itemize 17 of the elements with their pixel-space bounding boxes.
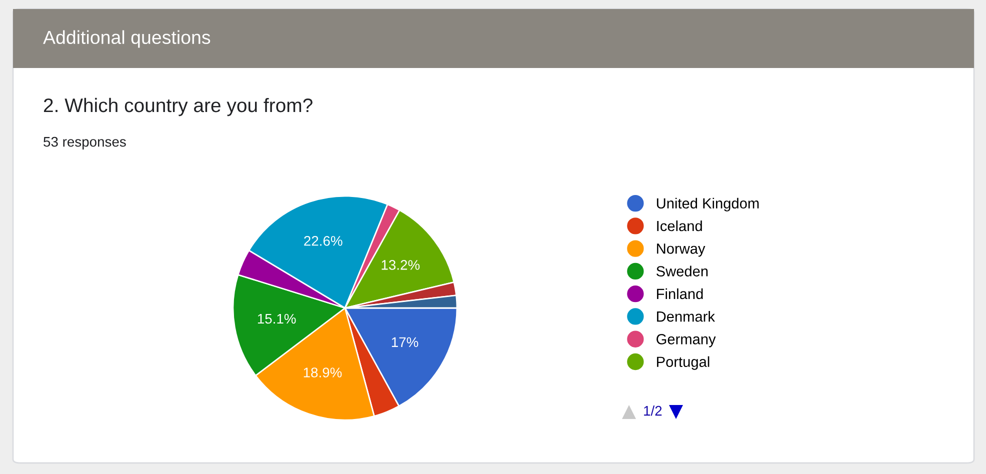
legend-label: Sweden <box>656 266 708 276</box>
legend-label: Germany <box>656 334 716 348</box>
legend-label: Portugal <box>657 356 710 370</box>
chart-title: 2. Which country are you from? <box>44 98 312 116</box>
data-label: 17% <box>392 337 418 348</box>
legend-label: United Kingdom <box>656 198 759 212</box>
data-label: 22.6% <box>304 236 342 246</box>
data-label: 13.2% <box>382 260 420 270</box>
text: Additional questions <box>43 30 210 48</box>
data-label: 18.9% <box>304 368 342 378</box>
legend-label: Denmark <box>657 311 716 322</box>
data-label: 15.1% <box>258 314 296 324</box>
text: 1/2 <box>644 406 662 416</box>
text: 53 responses <box>44 136 126 150</box>
legend-label: Finland <box>657 288 703 300</box>
legend-label: Iceland <box>657 220 702 232</box>
legend-label: Norway <box>657 244 706 257</box>
